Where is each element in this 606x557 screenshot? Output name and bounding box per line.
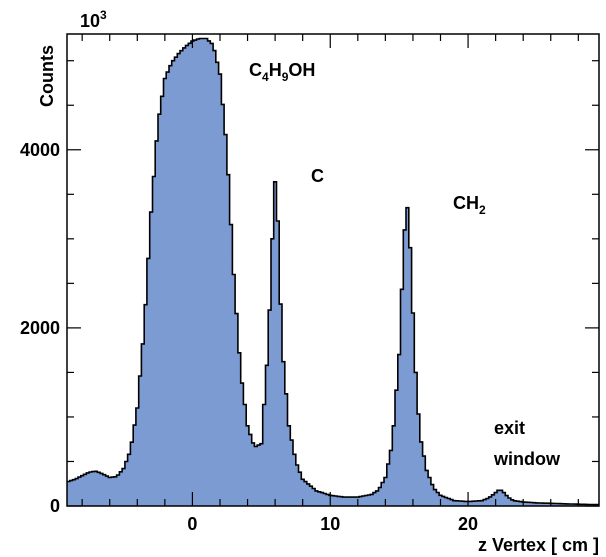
x-axis-title: z Vertex [ cm ] xyxy=(478,535,599,555)
y-tick-label: 4000 xyxy=(20,140,60,160)
x-tick-label: 0 xyxy=(187,514,197,534)
series-0-fill xyxy=(67,38,599,506)
x-tick-label: 10 xyxy=(320,514,340,534)
annotation-exit: exit xyxy=(494,418,525,438)
y-axis-title: Counts xyxy=(37,45,57,107)
annotation-ch2: CH2 xyxy=(453,193,486,217)
annotation-window: window xyxy=(493,449,561,469)
y-multiplier-base: 10 xyxy=(80,11,100,31)
y-multiplier: 103 xyxy=(80,8,107,31)
annotation-c: C xyxy=(311,166,324,186)
series-0-outline xyxy=(67,37,599,506)
y-tick-label: 2000 xyxy=(20,318,60,338)
axis-ticks xyxy=(67,34,599,507)
x-tick-label: 20 xyxy=(458,514,478,534)
annotation-c4h9oh: C4H9OH xyxy=(249,60,315,84)
axis-tick-labels: 0 10 20 0 2000 4000 xyxy=(20,140,478,534)
y-multiplier-exp: 3 xyxy=(100,8,107,22)
plot-frame xyxy=(66,33,600,507)
histogram-area-layer xyxy=(67,37,599,506)
y-tick-label: 0 xyxy=(50,496,60,516)
